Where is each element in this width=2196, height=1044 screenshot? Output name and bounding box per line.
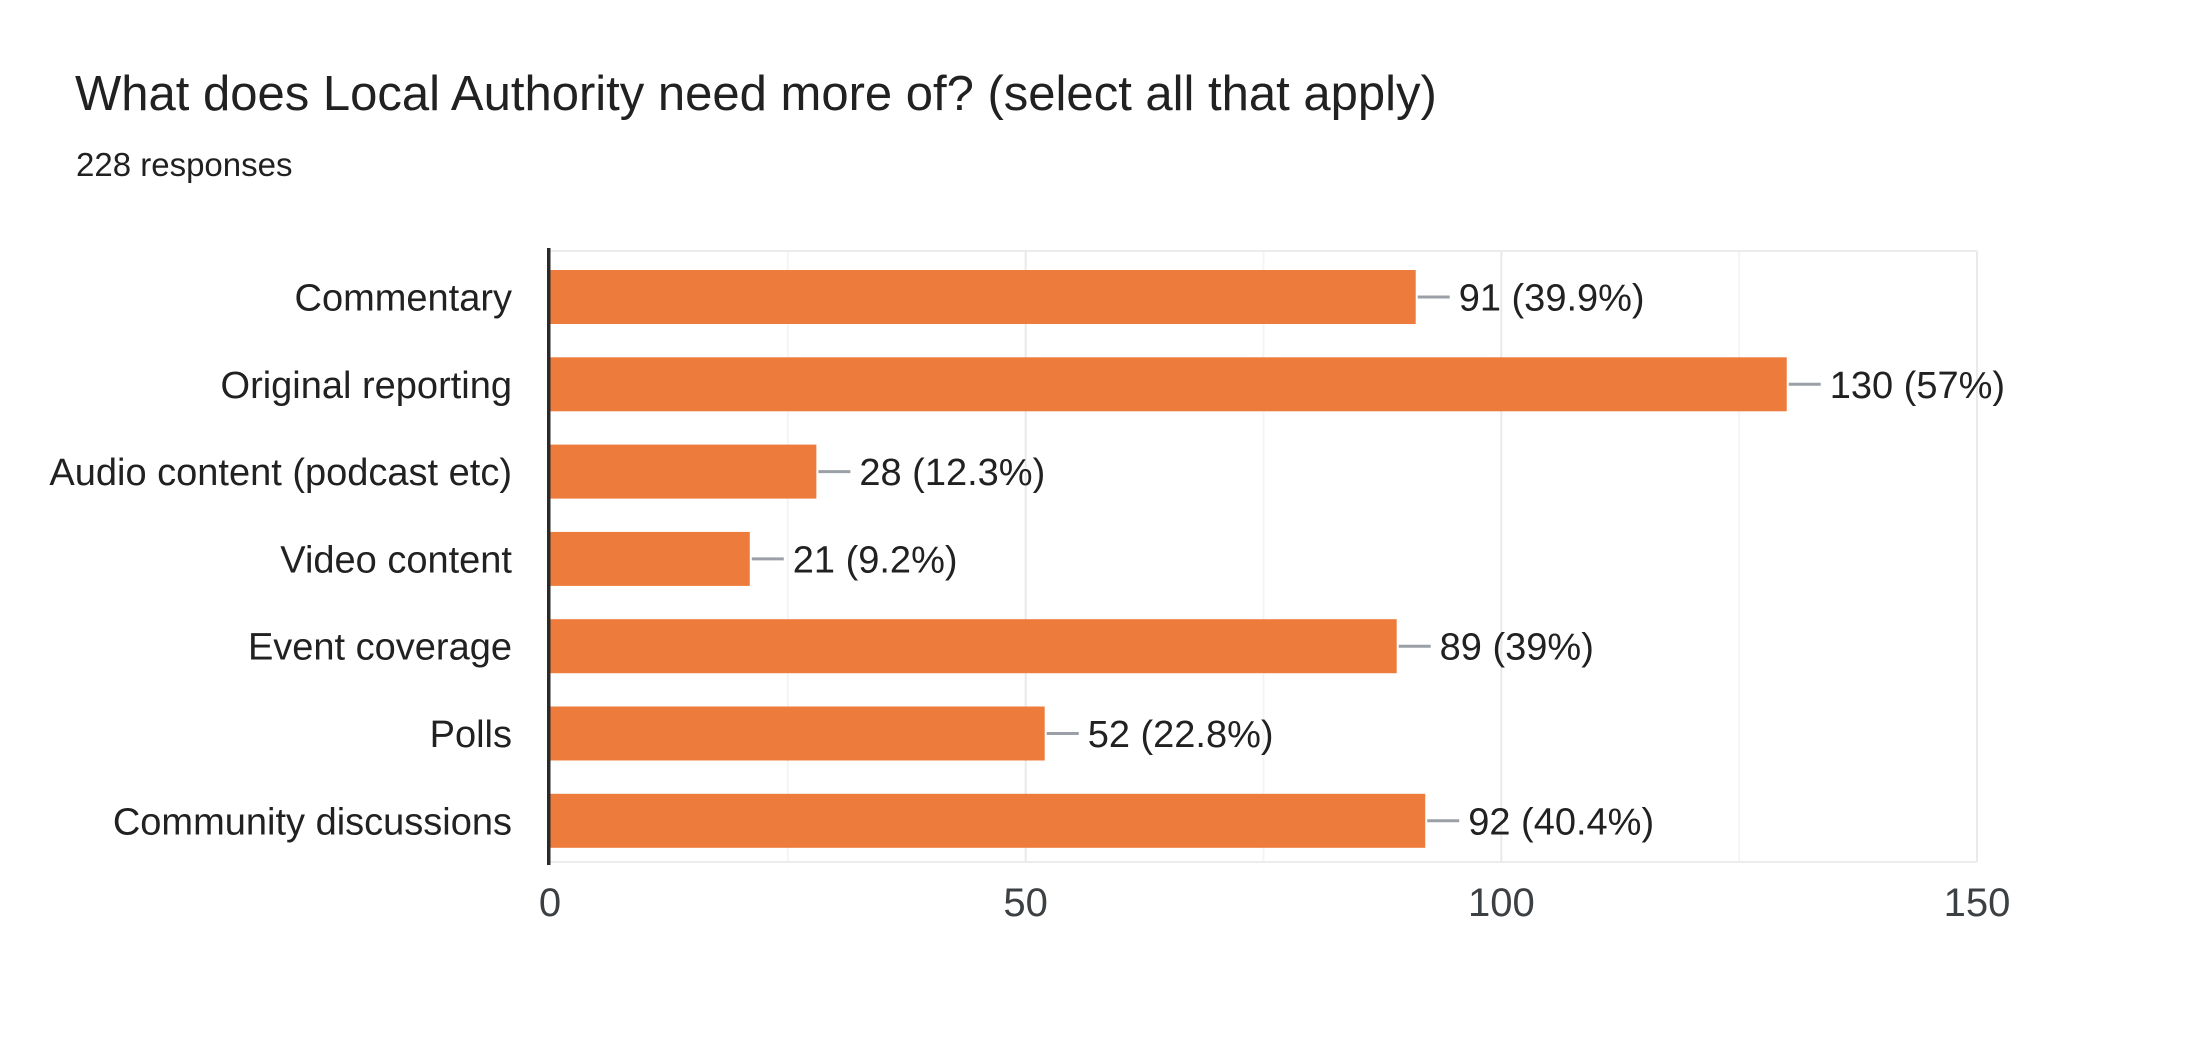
category-label: Original reporting [221,365,512,407]
bar-value-label: 52 (22.8%) [1088,714,1274,756]
response-count: 228 responses [76,146,293,183]
bar [550,444,817,499]
bar-value-label: 89 (39%) [1440,627,1594,669]
x-tick-label: 50 [1003,881,1048,925]
x-tick-label: 0 [539,881,561,925]
bar [550,270,1416,324]
category-label: Community discussions [113,801,512,843]
y-axis-line [547,248,551,865]
bar-value-label: 28 (12.3%) [859,452,1045,494]
bar [550,619,1397,674]
chart-title: What does Local Authority need more of? … [75,67,1437,121]
category-label: Commentary [295,278,513,320]
bar [550,706,1045,761]
x-tick-label: 100 [1468,881,1535,925]
category-label: Video content [280,539,512,581]
category-label: Polls [430,714,512,756]
category-label: Event coverage [248,627,512,669]
bar-value-label: 91 (39.9%) [1459,278,1645,320]
bar-value-label: 130 (57%) [1830,365,2005,407]
bar-value-label: 92 (40.4%) [1468,801,1654,843]
bar [550,531,750,586]
x-tick-label: 150 [1944,881,2011,925]
category-label: Audio content (podcast etc) [49,452,512,494]
bar [550,357,1787,412]
bar-value-label: 21 (9.2%) [793,539,958,581]
bar [550,793,1426,848]
